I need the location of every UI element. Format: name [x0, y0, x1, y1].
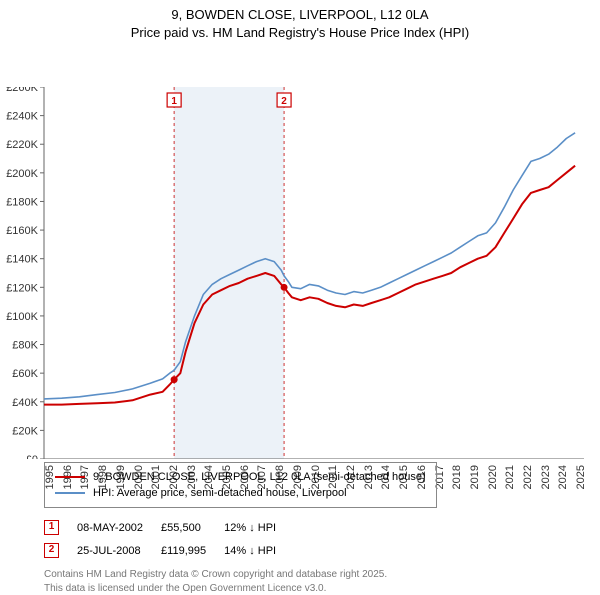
svg-text:£160K: £160K [6, 225, 38, 237]
svg-text:£200K: £200K [6, 168, 38, 180]
svg-text:£0: £0 [26, 454, 38, 459]
legend-swatch [55, 476, 85, 478]
legend-label: HPI: Average price, semi-detached house,… [93, 487, 347, 499]
svg-text:£260K: £260K [6, 87, 38, 94]
svg-text:£60K: £60K [12, 368, 38, 380]
svg-text:1: 1 [171, 96, 177, 107]
svg-text:£180K: £180K [6, 197, 38, 209]
svg-text:£140K: £140K [6, 254, 38, 266]
legend-label: 9, BOWDEN CLOSE, LIVERPOOL, L12 0LA (sem… [93, 471, 426, 483]
table-row: 2 25-JUL-2008£119,99514% ↓ HPI [44, 539, 294, 562]
legend-item: HPI: Average price, semi-detached house,… [55, 485, 426, 501]
title-line-1: 9, BOWDEN CLOSE, LIVERPOOL, L12 0LA [0, 6, 600, 24]
sale-delta: 14% ↓ HPI [224, 539, 294, 562]
sale-date: 25-JUL-2008 [77, 539, 161, 562]
sale-price: £55,500 [161, 516, 224, 539]
svg-text:£40K: £40K [12, 397, 38, 409]
svg-text:£100K: £100K [6, 311, 38, 323]
sale-date: 08-MAY-2002 [77, 516, 161, 539]
sale-price: £119,995 [161, 539, 224, 562]
sale-marker-icon: 2 [44, 543, 59, 558]
attribution-footer: Contains HM Land Registry data © Crown c… [44, 562, 584, 595]
sale-marker-icon: 1 [44, 520, 59, 535]
svg-text:£240K: £240K [6, 111, 38, 123]
legend-swatch [55, 492, 85, 494]
legend: 9, BOWDEN CLOSE, LIVERPOOL, L12 0LA (sem… [44, 462, 437, 508]
sale-delta: 12% ↓ HPI [224, 516, 294, 539]
sales-table: 1 08-MAY-2002£55,50012% ↓ HPI 2 25-JUL-2008… [44, 516, 294, 562]
title-line-2: Price paid vs. HM Land Registry's House … [0, 24, 600, 42]
table-row: 1 08-MAY-2002£55,50012% ↓ HPI [44, 516, 294, 539]
footer-line-2: This data is licensed under the Open Gov… [44, 582, 584, 595]
svg-text:£20K: £20K [12, 425, 38, 437]
chart-title: 9, BOWDEN CLOSE, LIVERPOOL, L12 0LA Pric… [0, 0, 600, 41]
svg-text:£120K: £120K [6, 282, 38, 294]
footer-line-1: Contains HM Land Registry data © Crown c… [44, 568, 584, 582]
svg-text:£220K: £220K [6, 139, 38, 151]
line-chart: £0 £20K £40K £60K £80K £100K £120K £140K £160K £1… [0, 87, 600, 459]
svg-text:2: 2 [281, 96, 287, 107]
legend-item: 9, BOWDEN CLOSE, LIVERPOOL, L12 0LA (sem… [55, 469, 426, 485]
svg-text:£80K: £80K [12, 340, 38, 352]
